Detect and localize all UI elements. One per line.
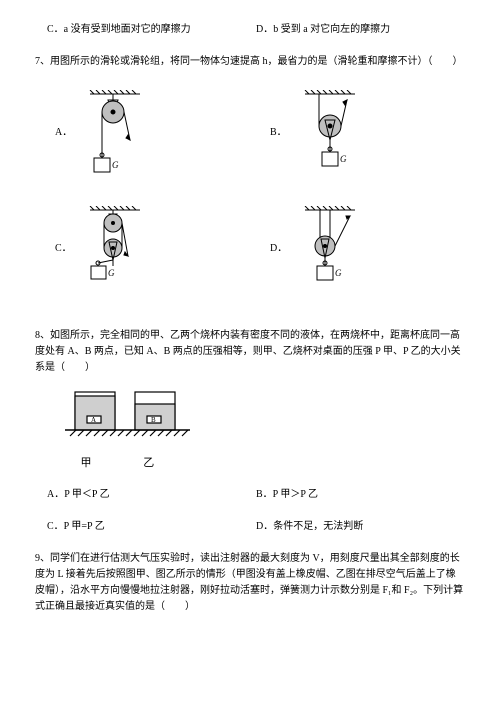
q6-options-cd: C．a 没有受到地面对它的摩擦力 D．b 受到 a 对它向左的摩擦力 (35, 20, 465, 40)
q7-cell-d: D． G (250, 198, 465, 299)
q7-label-c: C． (55, 241, 72, 257)
svg-text:G: G (108, 268, 115, 278)
q8-label-yi: 乙 (128, 455, 170, 473)
svg-text:B: B (151, 416, 156, 424)
pulley-diagram-c: G (80, 206, 150, 291)
svg-text:A: A (91, 416, 96, 424)
q6-option-d: D．b 受到 a 对它向左的摩擦力 (256, 20, 465, 40)
q9-stem: 9、同学们在进行估测大气压实验时，读出注射器的最大刻度为 V，用刻度尺量出其全部… (35, 551, 465, 615)
q8-label-jia: 甲 (65, 455, 107, 473)
pulley-diagram-d: G (295, 206, 365, 291)
q8-options-ab: A．P 甲＜P 乙 B．P 甲＞P 乙 (35, 485, 465, 505)
q7-cell-c: C． G (35, 198, 250, 299)
q7-cell-b: B． G (250, 82, 465, 183)
pulley-diagram-b: G (295, 90, 365, 175)
q7-label-d: D． (270, 241, 287, 257)
q7-label-b: B． (270, 125, 287, 141)
svg-text:G: G (340, 154, 347, 164)
q8-option-b: B．P 甲＞P 乙 (256, 485, 465, 505)
q7-cell-a: A． G (35, 82, 250, 183)
beaker-diagram: A B (65, 386, 215, 444)
pulley-diagram-a: G (80, 90, 150, 175)
q8-option-d: D．条件不足，无法判断 (256, 517, 465, 537)
q8-stem: 8、如图所示，完全相同的甲、乙两个烧杯内装有密度不同的液体，在两烧杯中，距离杯底… (35, 328, 465, 376)
q8-option-c: C．P 甲=P 乙 (47, 517, 256, 537)
q8-beaker-labels: 甲 乙 (65, 455, 465, 473)
q8-option-a: A．P 甲＜P 乙 (47, 485, 256, 505)
q7-figure-grid: A． G B． (35, 82, 465, 314)
q6-option-c: C．a 没有受到地面对它的摩擦力 (47, 20, 256, 40)
q7-stem: 7、用图所示的滑轮或滑轮组，将同一物体匀速提高 h，最省力的是（滑轮重和摩擦不计… (35, 54, 465, 70)
q7-label-a: A． (55, 125, 72, 141)
q8-options-cd: C．P 甲=P 乙 D．条件不足，无法判断 (35, 517, 465, 537)
q8-figure: A B (65, 386, 465, 450)
svg-text:G: G (335, 268, 342, 278)
svg-text:G: G (112, 160, 119, 170)
